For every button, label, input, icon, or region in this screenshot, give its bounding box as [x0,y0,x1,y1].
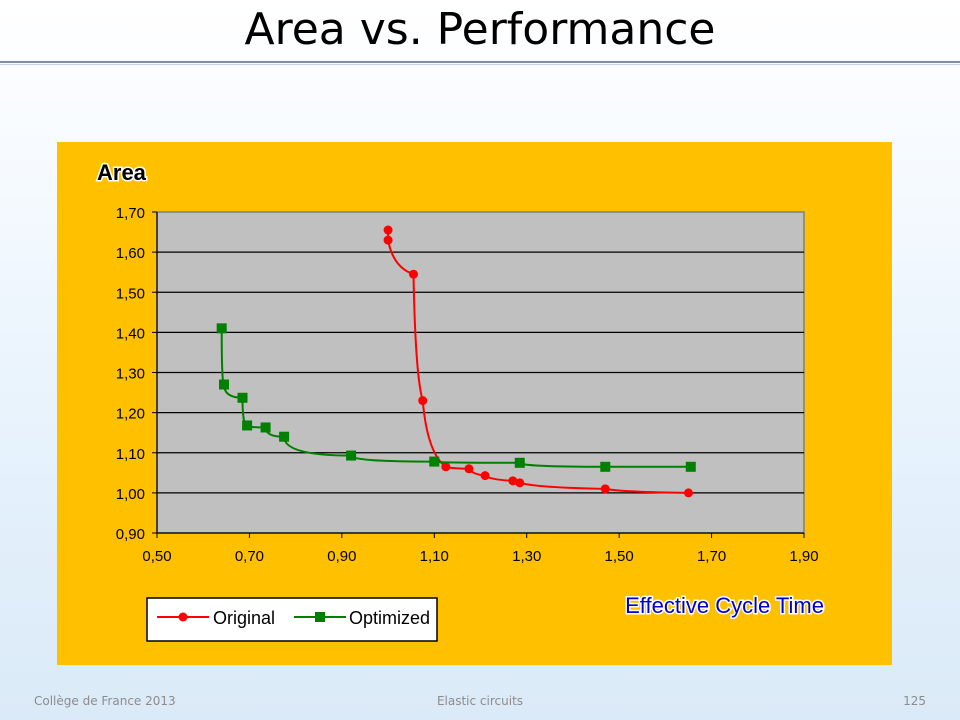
data-point [508,476,518,486]
data-point [429,456,440,467]
series-group [216,225,696,498]
x-tick-label: 1,50 [605,548,634,565]
y-tick-label: 1,20 [116,406,145,423]
x-tick-label: 1,10 [420,548,449,565]
y-axis-label: Area [97,160,147,185]
footer-left: Collège de France 2013 [34,694,176,708]
title-divider [0,61,960,63]
data-point [279,431,290,442]
series-original [383,225,693,498]
series-optimized [216,323,696,472]
legend: Original Optimized [146,597,438,642]
y-tick-label: 1,50 [116,285,145,302]
legend-optimized-label: Optimized [349,608,430,628]
axes [152,211,805,538]
chart-area: 0,90 1,00 1,10 1,20 1,30 1,40 1,50 1,60 1,70 0,5… [57,142,892,665]
x-tick-label: 1,30 [512,548,541,565]
x-tick-label: 0,70 [235,548,264,565]
data-point [346,450,357,461]
data-point [441,462,451,472]
data-point [685,461,696,472]
y-tick-label: 0,90 [116,526,145,543]
data-point [600,484,610,494]
data-point [600,461,611,472]
data-point [408,269,418,279]
grid-lines [157,251,804,494]
x-tick-labels: 0,50 0,70 0,90 1,10 1,30 1,50 1,70 1,90 [142,548,818,565]
x-tick-label: 1,90 [789,548,818,565]
chart-svg: 0,90 1,00 1,10 1,20 1,30 1,40 1,50 1,60 1,70 0,5… [57,142,892,665]
data-point [216,323,227,334]
x-tick-label: 0,90 [327,548,356,565]
legend-box [146,597,438,642]
x-tick-label: 1,70 [697,548,726,565]
page-number: 125 [903,694,926,708]
title-divider-shadow [0,64,960,65]
data-point [514,457,525,468]
legend-optimized-marker [315,612,325,622]
data-point [418,396,428,406]
data-point [237,392,248,403]
data-point [260,422,271,433]
y-tick-labels: 0,90 1,00 1,10 1,20 1,30 1,40 1,50 1,60 1,70 [116,205,145,543]
data-point [464,464,474,474]
x-tick-label: 0,50 [142,548,171,565]
legend-original-marker [178,612,188,622]
data-point [383,225,393,235]
y-tick-label: 1,30 [116,366,145,383]
footer-center: Elastic circuits [436,694,524,708]
data-point [242,420,253,431]
data-point [683,488,693,498]
y-tick-label: 1,40 [116,325,145,342]
x-axis-label: Effective Cycle Time [625,593,824,618]
y-tick-label: 1,00 [116,486,145,503]
data-point [219,379,230,390]
slide-title: Area vs. Performance [244,4,716,55]
y-tick-label: 1,10 [116,446,145,463]
data-point [515,478,525,488]
data-point [480,471,490,481]
y-tick-label: 1,60 [116,245,145,262]
y-tick-label: 1,70 [116,205,145,222]
data-point [383,235,393,245]
legend-original-label: Original [213,608,275,628]
